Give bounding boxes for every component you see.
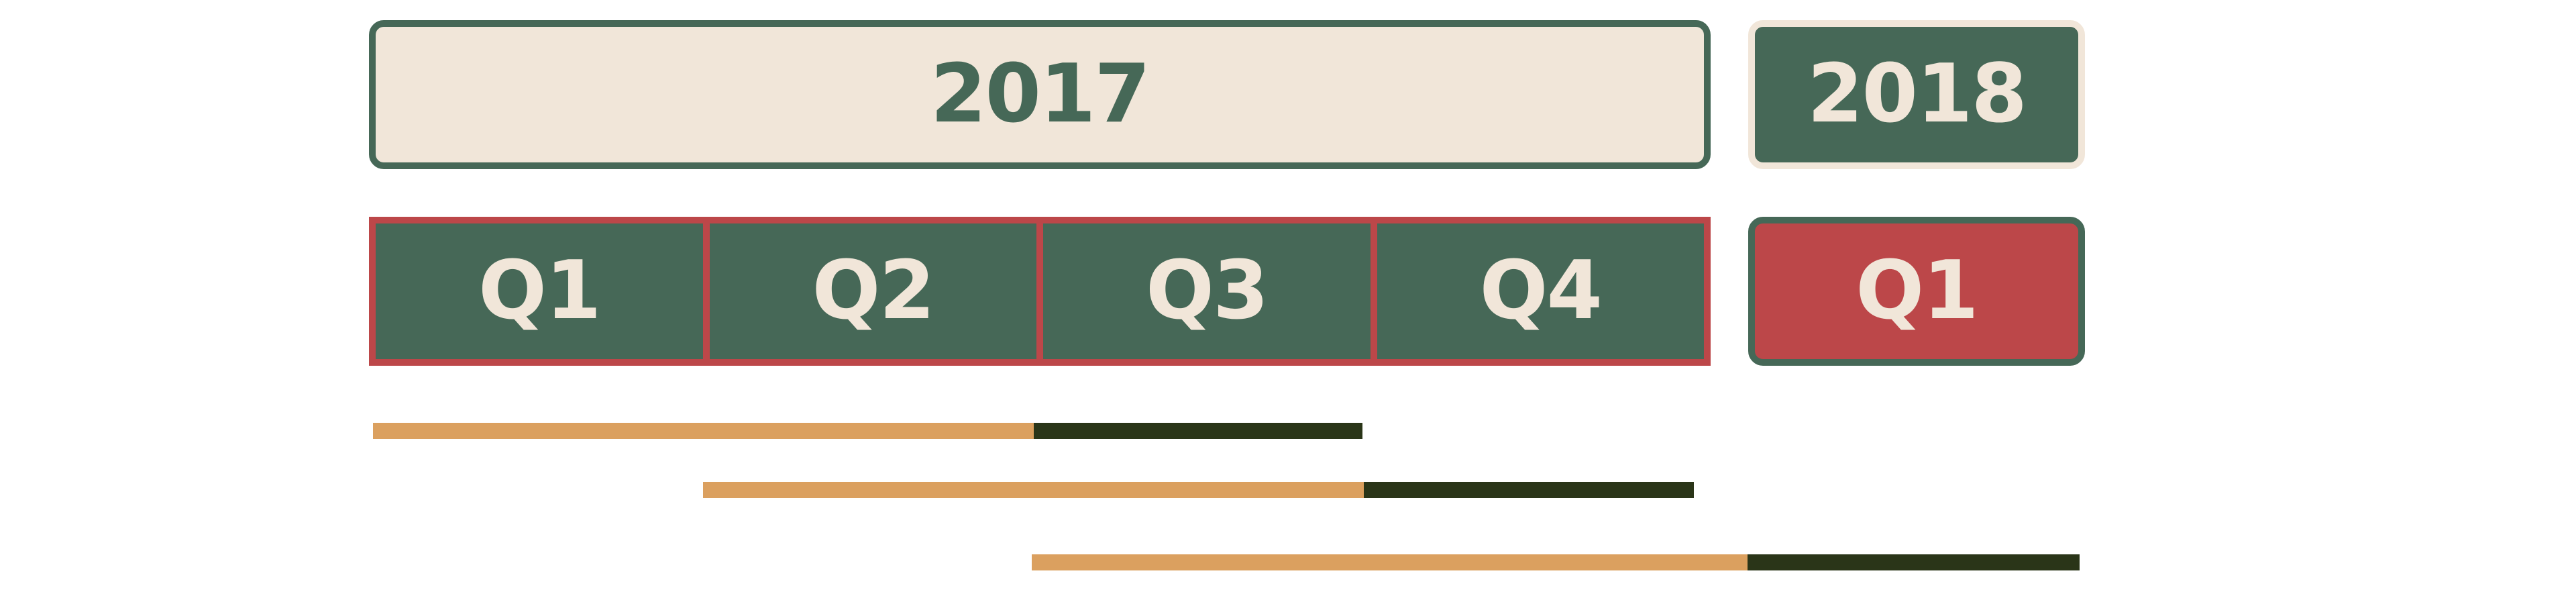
bar-segment-secondary [1034, 423, 1362, 439]
timeline-bar-2 [703, 482, 1694, 498]
quarters-2017-row: Q1 Q2 Q3 Q4 [369, 217, 1711, 366]
quarter-2017-q4: Q4 [1377, 223, 1704, 359]
year-2017-header: 2017 [369, 20, 1711, 169]
timeline-bar-3 [1032, 554, 2080, 570]
quarter-2017-q2: Q2 [709, 223, 1036, 359]
year-2017-label: 2017 [930, 48, 1150, 141]
quarter-label: Q2 [812, 244, 935, 338]
quarter-label: Q3 [1145, 244, 1269, 338]
quarter-label: Q1 [1856, 244, 1979, 338]
year-2018-header: 2018 [1748, 20, 2085, 169]
year-2018-label: 2018 [1807, 48, 2027, 141]
bar-segment-secondary [1748, 554, 2080, 570]
quarter-2017-q1: Q1 [376, 223, 703, 359]
quarter-2017-q3: Q3 [1043, 223, 1371, 359]
quarter-label: Q1 [478, 244, 602, 338]
quarter-label: Q4 [1479, 244, 1603, 338]
timeline-bar-1 [373, 423, 1362, 439]
bar-segment-secondary [1364, 482, 1694, 498]
quarter-2018-q1: Q1 [1748, 217, 2085, 366]
bar-segment-primary [373, 423, 1034, 439]
bar-segment-primary [703, 482, 1364, 498]
bar-segment-primary [1032, 554, 1748, 570]
